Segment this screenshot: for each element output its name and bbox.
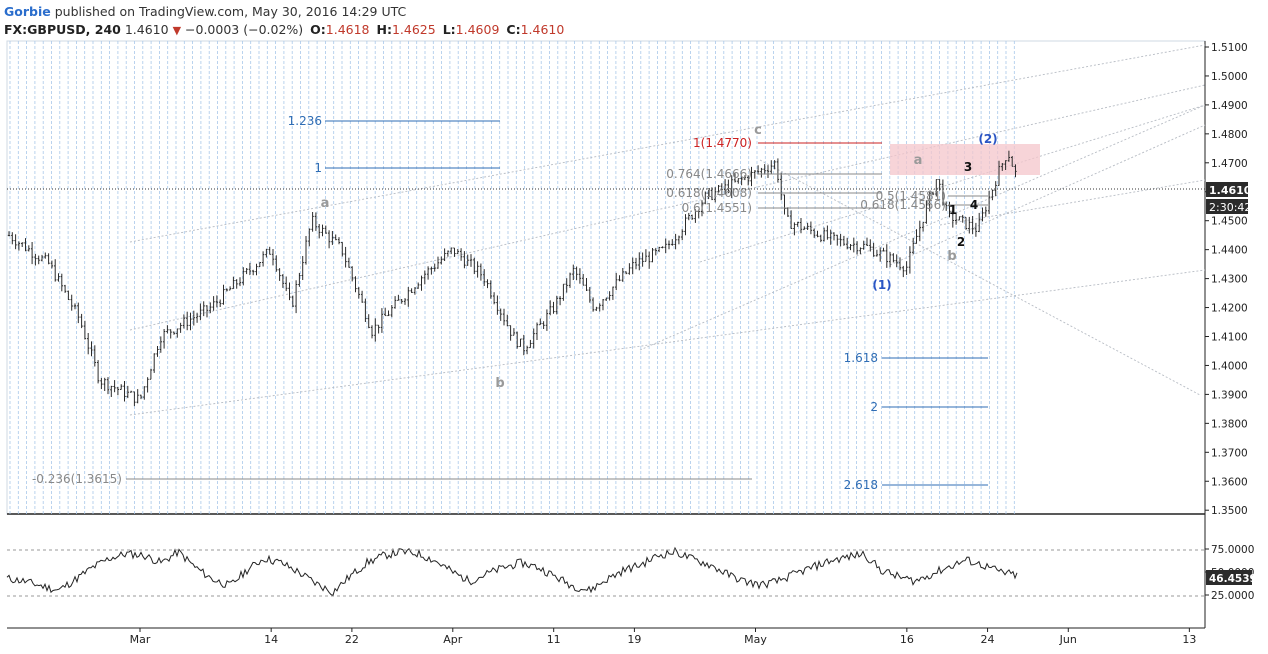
- time-tick-label: Apr: [443, 633, 463, 646]
- price-tick-label: 1.5000: [1211, 71, 1248, 83]
- main-pane-frame: [6, 40, 1206, 515]
- price-tick-label: 1.3600: [1211, 476, 1248, 488]
- fib-label: 2.618: [844, 478, 878, 492]
- channel-line: [699, 104, 1206, 263]
- time-tick-label: 24: [981, 633, 995, 646]
- fib-label: 1.236: [288, 114, 322, 128]
- time-tick-label: May: [744, 633, 767, 646]
- wave-label: 2: [957, 235, 965, 249]
- channel-line: [129, 269, 1206, 416]
- price-tick-label: 1.3900: [1211, 389, 1248, 401]
- price-tick-label: 1.4900: [1211, 100, 1248, 112]
- fib-label: 0.5(1.4581): [876, 189, 946, 203]
- time-tick-label: 16: [900, 633, 914, 646]
- time-tick-label: 13: [1182, 633, 1196, 646]
- publish-info: published on TradingView.com, May 30, 20…: [54, 4, 407, 19]
- time-tick-label: Mar: [130, 633, 151, 646]
- wave-label: (2): [978, 132, 997, 146]
- price-tick-label: 1.5100: [1211, 42, 1248, 54]
- price-tick-label: 1.4700: [1211, 158, 1248, 170]
- channel-line: [129, 44, 1206, 243]
- publish-line: Gorbie published on TradingView.com, May…: [4, 3, 1004, 21]
- wave-label: b: [947, 249, 956, 264]
- channel-line: [639, 104, 1206, 351]
- fib-label: 0.764(1.4666): [666, 167, 752, 181]
- price-tick-label: 1.4200: [1211, 303, 1248, 315]
- price-tick-label: 1.3500: [1211, 505, 1248, 517]
- open-label: O:: [310, 22, 326, 37]
- channel-line: [889, 124, 1206, 266]
- price-tick-label: 1.4300: [1211, 274, 1248, 286]
- chart-header: Gorbie published on TradingView.com, May…: [4, 3, 1004, 39]
- fib-label: 0.618(1.4608): [666, 186, 752, 200]
- candles: [7, 150, 1017, 407]
- time-tick-label: 14: [264, 633, 278, 646]
- price-tick-label: 1.4500: [1211, 216, 1248, 228]
- fib-levels: 1.236 1 1(1.4770) 0.764(1.4666) 0.618(1.4608…: [32, 114, 988, 492]
- ohlc-line: FX:GBPUSD, 240 1.4610 ▼ −0.0003 (−0.02%)…: [4, 21, 1004, 39]
- fib-label: 0.6(1.4551): [682, 201, 752, 215]
- wave-label: a: [914, 153, 923, 168]
- wave-label: 1: [949, 203, 957, 217]
- price-tick-label: 1.4400: [1211, 245, 1248, 257]
- last-price: 1.4610: [124, 22, 169, 37]
- price-tick-label: 1.4800: [1211, 129, 1248, 141]
- fib-label: 1.618: [844, 351, 878, 365]
- osc-tick-label: 25.0000: [1211, 590, 1254, 602]
- fib-label: 1: [314, 161, 322, 175]
- author-link[interactable]: Gorbie: [4, 4, 51, 19]
- countdown-badge: [1206, 199, 1248, 214]
- last-price-badge-text: 1.4610: [1209, 184, 1252, 197]
- fib-label: 1(1.4770): [693, 136, 752, 150]
- fib-label: 0.618(1.4556): [860, 198, 946, 212]
- channel-line: [759, 159, 1201, 396]
- oscillator-line: [6, 546, 1018, 597]
- price-tick-label: 1.3800: [1211, 418, 1248, 430]
- fib-label: -0.236(1.3615): [32, 472, 122, 486]
- price-change: −0.0003 (−0.02%): [185, 22, 304, 37]
- low-label: L:: [442, 22, 456, 37]
- high-value: 1.4625: [391, 22, 436, 37]
- wave-label: a: [321, 196, 330, 211]
- osc-value-badge-text: 46.4539: [1209, 573, 1257, 585]
- oscillator-pane: [6, 546, 1018, 597]
- close-label: C:: [506, 22, 521, 37]
- wave-label: c: [754, 123, 762, 138]
- close-value: 1.4610: [520, 22, 565, 37]
- wave-label: 4: [970, 198, 978, 212]
- trendline-overlays: [129, 44, 1206, 416]
- time-axis[interactable]: Mar 14 22 Apr 11 19 May 16 24 Jun 13: [130, 628, 1197, 646]
- price-tick-label: 1.4000: [1211, 360, 1248, 372]
- price-tick-label: 1.3700: [1211, 447, 1248, 459]
- osc-tick-label: 75.0000: [1211, 544, 1254, 556]
- wave-label: (1): [872, 278, 891, 292]
- price-tick-label: 1.4100: [1211, 332, 1248, 344]
- low-value: 1.4609: [455, 22, 500, 37]
- time-tick-label: 19: [627, 633, 641, 646]
- vertical-grid: [9, 41, 1015, 514]
- down-arrow-icon: ▼: [172, 24, 182, 37]
- fib-label: 2: [870, 400, 878, 414]
- osc-value-badge: [1206, 570, 1252, 585]
- price-axis[interactable]: 1.51001.50001.49001.48001.47001.46001.45…: [1205, 42, 1248, 517]
- high-label: H:: [376, 22, 392, 37]
- time-tick-label: 22: [345, 633, 359, 646]
- wave-label: 3: [964, 160, 972, 174]
- countdown-badge-text: 2:30:42: [1209, 201, 1251, 214]
- last-price-badge: [1206, 182, 1248, 197]
- wave-label: b: [495, 376, 504, 391]
- open-value: 1.4618: [325, 22, 370, 37]
- channel-line: [939, 179, 1206, 226]
- wave-labels: a b c a b (1) (2) 1 2 3 4: [321, 123, 998, 391]
- time-tick-label: Jun: [1059, 633, 1077, 646]
- symbol-label[interactable]: FX:GBPUSD, 240: [4, 22, 121, 37]
- time-tick-label: 11: [547, 633, 561, 646]
